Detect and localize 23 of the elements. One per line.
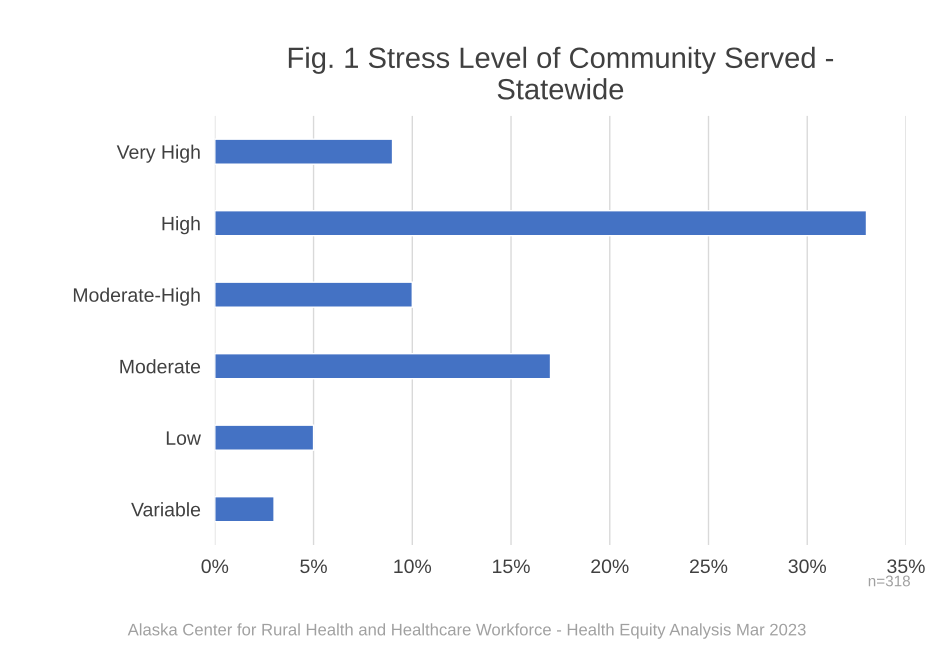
x-tick-label: 10%: [394, 559, 432, 574]
text: n=318: [868, 576, 910, 586]
y-tick-label: Variable: [131, 502, 200, 516]
x-tick-label: 25%: [690, 559, 728, 574]
text: Alaska Center for Rural Health and Healthcare Workforce - Health Equity Analysis Mar 2023: [128, 623, 806, 639]
chart-title: Fig. 1 Stress Level of Community Served - Statewide: [288, 46, 834, 100]
x-tick-label: 20%: [591, 559, 629, 574]
y-tick-label: Low: [166, 431, 201, 445]
bar: [214, 352, 552, 380]
x-tick-label: 15%: [493, 559, 530, 574]
bar: [214, 281, 413, 308]
y-tick-label: Moderate-High: [74, 288, 200, 306]
x-tick-label: 0%: [202, 559, 228, 574]
bar: [214, 424, 314, 451]
x-tick-label: 35%: [887, 559, 925, 574]
bar: [214, 210, 868, 236]
y-tick-label: Moderate: [120, 359, 200, 374]
y-tick-label: Very High: [116, 144, 200, 163]
x-tick-label: 30%: [788, 559, 826, 574]
x-tick-label: 5%: [300, 559, 327, 574]
bar: [214, 496, 275, 522]
bar: [214, 138, 394, 165]
y-tick-label: High: [162, 216, 200, 234]
